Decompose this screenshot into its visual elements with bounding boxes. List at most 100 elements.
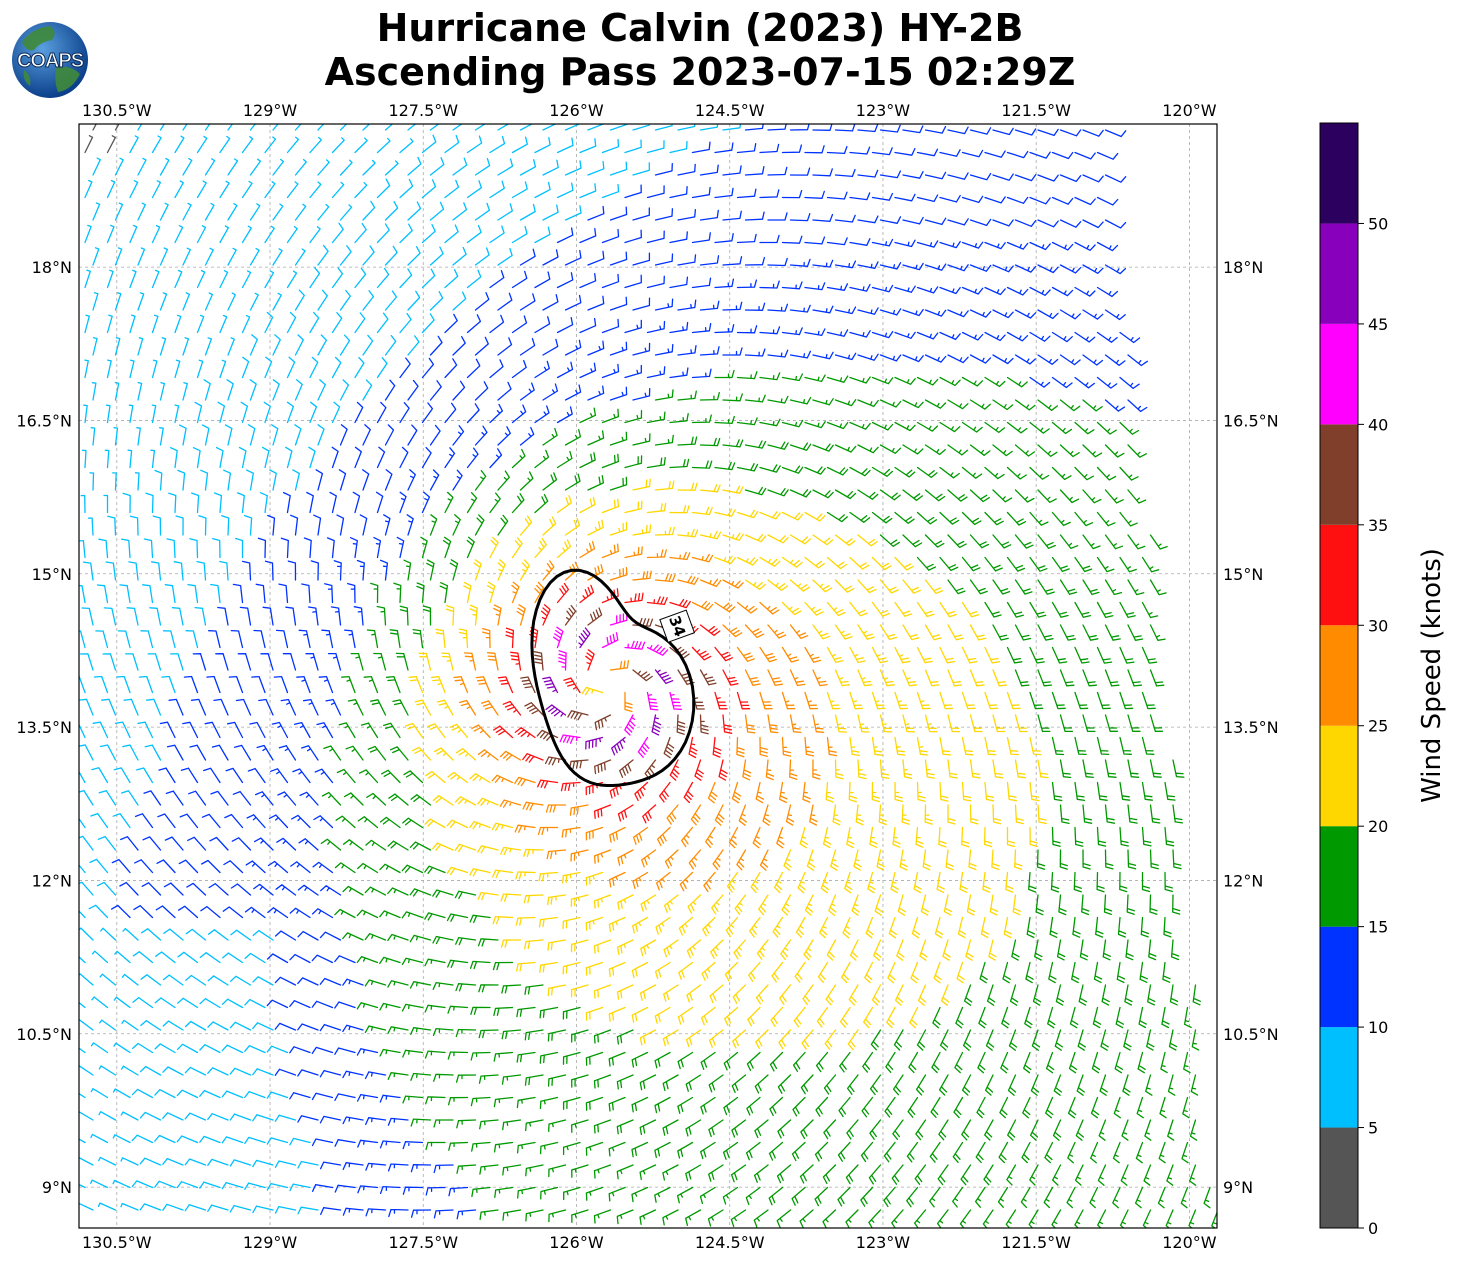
wind-barb <box>101 698 117 716</box>
wind-barb <box>570 894 589 908</box>
wind-barb <box>282 491 291 514</box>
wind-barb <box>331 137 345 154</box>
wind-barb <box>992 489 1013 503</box>
wind-barb <box>771 961 784 983</box>
wind-barb <box>779 984 792 1005</box>
wind-barb <box>632 433 651 446</box>
wind-barb <box>444 402 457 424</box>
wind-barb <box>1163 916 1172 938</box>
wind-barb <box>383 722 401 739</box>
wind-barb <box>556 182 574 199</box>
wind-barb <box>1082 714 1096 733</box>
wind-barb <box>642 804 657 824</box>
wind-barb <box>601 632 619 649</box>
wind-barb <box>286 356 296 379</box>
wind-barb <box>654 1141 671 1159</box>
wind-barb <box>857 353 879 361</box>
wind-barb <box>780 939 792 961</box>
wind-barb <box>520 676 536 694</box>
wind-barb <box>285 446 293 469</box>
wind-barb <box>791 1186 806 1206</box>
wind-barb <box>916 646 933 664</box>
wind-barb <box>924 354 947 363</box>
wind-barb <box>511 359 527 379</box>
wind-barb <box>984 241 1006 250</box>
wind-barb <box>884 1096 896 1118</box>
wind-barb <box>403 770 424 784</box>
wind-barb <box>767 579 789 591</box>
wind-barb <box>139 1111 162 1121</box>
wind-barb <box>158 767 176 784</box>
wind-barb <box>466 536 475 559</box>
wind-barb <box>129 314 136 334</box>
wind-barb <box>969 172 992 181</box>
wind-barb <box>774 871 784 894</box>
wind-barb <box>902 216 924 225</box>
wind-barb <box>909 1006 919 1029</box>
wind-barb <box>226 721 244 739</box>
wind-barb <box>1014 309 1037 319</box>
wind-barb <box>924 804 933 825</box>
wind-barb <box>363 675 379 694</box>
wind-barb <box>244 1045 266 1054</box>
wind-barb <box>454 890 477 900</box>
wind-barb <box>822 826 832 849</box>
wind-barb <box>955 1006 964 1029</box>
wind-barb <box>1014 219 1037 227</box>
wind-barb <box>110 904 131 919</box>
wind-barb <box>871 984 882 1006</box>
wind-barb <box>834 759 844 780</box>
wind-barb <box>646 691 659 711</box>
wind-barb <box>714 369 735 379</box>
wind-barb <box>525 1119 544 1132</box>
wind-barb <box>219 359 227 379</box>
wind-barb <box>745 1141 761 1161</box>
wind-barb <box>663 736 675 759</box>
wind-barb <box>1097 1164 1107 1186</box>
wind-barb <box>915 1074 927 1096</box>
wind-barb <box>579 584 595 604</box>
wind-barb <box>654 298 674 311</box>
wind-barb <box>1141 556 1160 573</box>
wind-barb <box>1096 151 1119 160</box>
wind-barb <box>436 699 454 716</box>
wind-barb <box>953 1096 964 1119</box>
wind-barb <box>136 767 154 784</box>
wind-barb <box>579 138 597 154</box>
wind-barb <box>154 1134 176 1144</box>
wind-barb <box>724 1006 739 1026</box>
wind-barb <box>1059 129 1082 137</box>
wind-barb <box>176 1043 199 1054</box>
wind-barb <box>677 345 697 356</box>
wind-barb <box>379 1002 401 1011</box>
wind-barb <box>669 458 690 469</box>
wind-barb <box>984 150 1006 158</box>
wind-barb <box>809 804 818 826</box>
wind-barb <box>755 984 769 1005</box>
wind-barb <box>738 804 748 826</box>
wind-barb <box>792 1051 806 1072</box>
wind-barb <box>359 514 368 536</box>
wind-barb <box>204 124 211 131</box>
wind-barb <box>294 424 302 446</box>
wind-barb <box>894 556 914 571</box>
wind-barb <box>1160 1051 1168 1074</box>
wind-barb <box>249 721 266 739</box>
wind-barb <box>537 779 559 789</box>
wind-barb <box>82 561 94 581</box>
wind-barb <box>708 1074 724 1093</box>
wind-barb <box>869 1119 882 1140</box>
wind-barb <box>244 906 266 919</box>
wind-barb <box>309 226 321 244</box>
wind-barb <box>321 791 342 806</box>
wind-barb <box>407 124 417 131</box>
wind-barb <box>547 1074 567 1087</box>
wind-barb <box>425 1186 446 1196</box>
wind-barb <box>139 1065 162 1076</box>
wind-barb <box>523 894 544 904</box>
wind-barb <box>699 669 717 686</box>
lat-tick-label-left: 16.5°N <box>16 411 72 430</box>
wind-barb <box>142 836 162 851</box>
wind-barb <box>331 181 345 199</box>
wind-barb <box>327 652 342 671</box>
